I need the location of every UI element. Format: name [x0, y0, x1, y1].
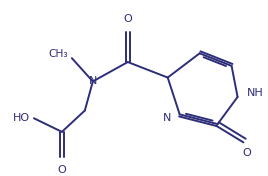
Text: O: O: [123, 14, 132, 24]
Text: O: O: [58, 165, 66, 175]
Text: N: N: [89, 76, 97, 86]
Text: O: O: [242, 148, 251, 158]
Text: HO: HO: [13, 113, 30, 123]
Text: NH: NH: [247, 88, 263, 98]
Text: N: N: [163, 113, 172, 123]
Text: CH₃: CH₃: [48, 49, 68, 59]
